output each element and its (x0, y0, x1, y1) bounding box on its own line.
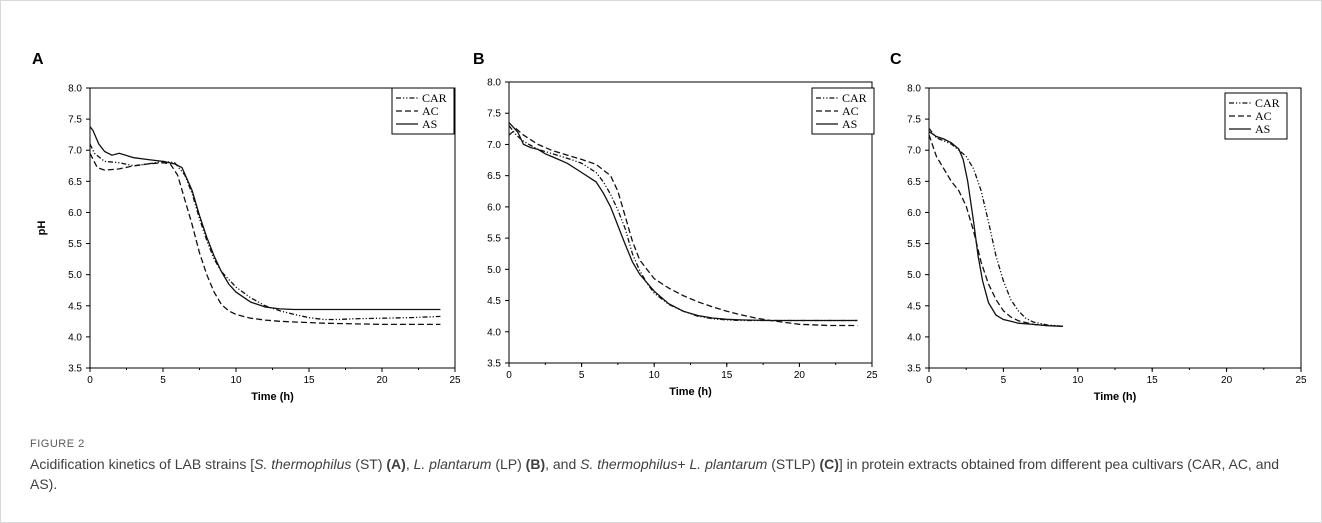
panel-c-series-as (928, 131, 1063, 327)
panel-a-x-tick-label: 10 (230, 375, 242, 386)
panel-c-x-tick-label: 10 (1072, 375, 1084, 386)
figure-caption: FIGURE 2 Acidification kinetics of LAB s… (30, 438, 1300, 494)
panel-b-legend-box (811, 87, 875, 135)
panel-c-series-car (928, 127, 1063, 327)
panel-b-plot: 0 5 10 15 20 25 3.5 4.0 4.5 5.0 5.5 6.0 6.5 7.0 7.5 8.0… (487, 78, 878, 399)
panel-a-y-tick-label: 6.0 (68, 208, 82, 219)
panel-b-x-tick-label: 20 (794, 370, 806, 381)
panel-c-legend-label-as: AS (1255, 122, 1270, 136)
panel-b-series-as (508, 122, 858, 322)
panel-a-y-tick-label: 7.0 (68, 146, 82, 157)
panel-c-x-tick-label: 0 (926, 375, 932, 386)
panel-a-y-tick-label: 8.0 (68, 84, 82, 95)
panel-b-legend-label-car: CAR (842, 91, 867, 105)
panel-b-y-tick-label: 7.0 (487, 140, 501, 151)
panel-c-x-axis-label: Time (h) (1094, 391, 1137, 403)
panel-c-legend-box (1224, 92, 1288, 140)
panel-a-series-car (89, 143, 441, 321)
panel-a-x-axis-label: Time (h) (251, 391, 294, 403)
panel-a-y-tick-label: 5.5 (68, 239, 82, 250)
panel-b-y-tick-label: 8.0 (487, 78, 501, 89)
panel-b-y-tick-label: 5.0 (487, 265, 501, 276)
panel-b-x-tick-label: 10 (649, 370, 661, 381)
panel-a-series-ac (89, 153, 441, 326)
panel-a-legend-label-car: CAR (422, 91, 447, 105)
panel-a-legend-box (391, 87, 455, 135)
panel-c-legend-label-ac: AC (1255, 109, 1272, 123)
panel-a-x-tick-label: 25 (449, 375, 461, 386)
panel-a-y-tick-label: 5.0 (68, 270, 82, 281)
figure-caption-text: Acidification kinetics of LAB strains [S… (30, 456, 1280, 492)
panel-c-y-tick-label: 5.0 (907, 270, 921, 281)
panel-c-plot: 0 5 10 15 20 25 3.5 4.0 4.5 5.0 5.5 6.0 6.5 7.0 7.5 8.0… (907, 84, 1307, 404)
panel-b-series-ac (508, 127, 858, 327)
panel-c-x-tick-label: 5 (1001, 375, 1007, 386)
panel-b-y-tick-label: 4.5 (487, 296, 501, 307)
figure-number: FIGURE 2 (30, 438, 85, 450)
panel-a-x-tick-label: 5 (160, 375, 166, 386)
panel-a-plot: 0 5 10 15 20 25 3.5 4.0 4.5 5.0 5.5 6.0 6.5 7.0 7.5 8.0… (36, 84, 461, 404)
panel-b-legend-label-as: AS (842, 117, 857, 131)
panel-c-x-tick-label: 20 (1221, 375, 1233, 386)
panel-a-x-tick-label: 0 (87, 375, 93, 386)
panel-c-y-tick-label: 7.5 (907, 115, 921, 126)
panel-a-letter: A (32, 51, 44, 68)
panel-b-y-tick-label: 4.0 (487, 327, 501, 338)
panel-b-y-tick-label: 6.0 (487, 202, 501, 213)
panel-b-y-tick-label: 7.5 (487, 109, 501, 120)
panel-a-y-tick-label: 6.5 (68, 177, 82, 188)
panel-c-y-tick-label: 4.0 (907, 332, 921, 343)
panel-a-series-as (89, 126, 441, 311)
panel-a-x-tick-label: 20 (376, 375, 388, 386)
panel-c-y-tick-label: 4.5 (907, 301, 921, 312)
panel-a-y-tick-label: 4.0 (68, 332, 82, 343)
panel-c-series-ac (928, 134, 1063, 327)
panel-c-letter: C (890, 51, 902, 68)
panel-c-y-tick-label: 6.5 (907, 177, 921, 188)
panel-a-legend-label-ac: AC (422, 104, 439, 118)
panel-a-x-tick-label: 15 (303, 375, 315, 386)
panel-c-y-tick-label: 7.0 (907, 146, 921, 157)
panel-a-y-axis-label: pH (36, 221, 48, 236)
panel-a-y-tick-label: 7.5 (68, 115, 82, 126)
panel-b-x-axis-label: Time (h) (669, 386, 712, 398)
panel-b-y-tick-label: 6.5 (487, 171, 501, 182)
panel-c-y-tick-label: 3.5 (907, 364, 921, 375)
panel-b-x-tick-label: 25 (866, 370, 878, 381)
panel-c-x-tick-label: 15 (1147, 375, 1159, 386)
panel-b-legend-label-ac: AC (842, 104, 859, 118)
panel-b-letter: B (473, 51, 485, 68)
panel-c-x-tick-label: 25 (1295, 375, 1307, 386)
panel-b-x-tick-label: 0 (506, 370, 512, 381)
panel-b-x-tick-label: 5 (579, 370, 585, 381)
panel-a-y-tick-label: 3.5 (68, 364, 82, 375)
panel-b-y-tick-label: 3.5 (487, 359, 501, 370)
panel-b-x-tick-label: 15 (721, 370, 733, 381)
panel-a-y-tick-label: 4.5 (68, 301, 82, 312)
panel-c-y-tick-label: 5.5 (907, 239, 921, 250)
panel-b-y-tick-label: 5.5 (487, 234, 501, 245)
panel-c-y-tick-label: 6.0 (907, 208, 921, 219)
panel-c-legend-label-car: CAR (1255, 96, 1280, 110)
panel-a-legend-label-as: AS (422, 117, 437, 131)
panel-c-y-tick-label: 8.0 (907, 84, 921, 95)
panel-b-series-car (508, 125, 858, 322)
